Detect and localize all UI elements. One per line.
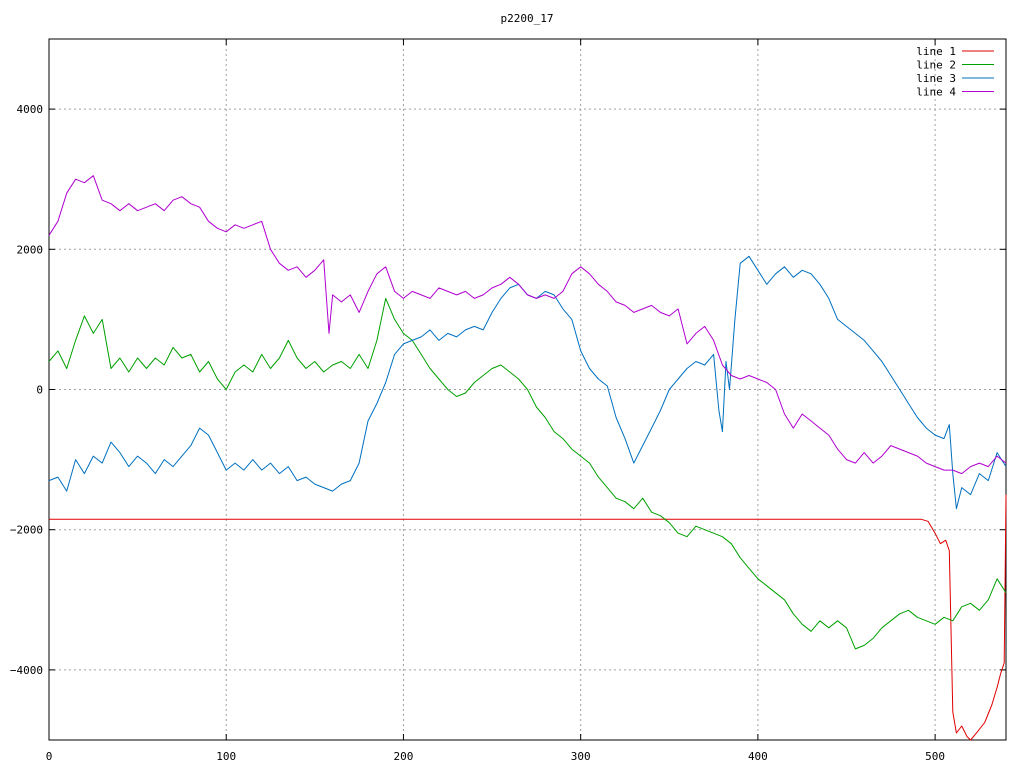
y-tick-label: 2000 xyxy=(17,243,44,256)
y-tick-label: 0 xyxy=(36,384,43,397)
series-line-3 xyxy=(48,255,1007,510)
y-tick-label: 4000 xyxy=(17,103,44,116)
axis-ticks: 0 100 200 300 400 500 −4000 −2000 0 2000 4000 xyxy=(10,39,1006,763)
series-line-4 xyxy=(48,175,1007,475)
x-tick-label: 100 xyxy=(216,750,236,763)
legend-label-4: line 4 xyxy=(916,86,956,99)
y-tick-label: −2000 xyxy=(10,524,43,537)
series-line-1 xyxy=(49,494,1007,741)
x-tick-label: 500 xyxy=(925,750,945,763)
x-tick-label: 300 xyxy=(571,750,591,763)
y-tick-label: −4000 xyxy=(10,664,43,677)
chart-title: p2200_17 xyxy=(501,12,554,25)
x-tick-label: 200 xyxy=(394,750,414,763)
legend-label-3: line 3 xyxy=(916,72,956,85)
series-line-2 xyxy=(48,297,1007,650)
x-tick-label: 400 xyxy=(748,750,768,763)
series-lines xyxy=(48,175,1007,741)
legend-label-1: line 1 xyxy=(916,45,956,58)
x-tick-label: 0 xyxy=(46,750,53,763)
legend-label-2: line 2 xyxy=(916,59,956,72)
